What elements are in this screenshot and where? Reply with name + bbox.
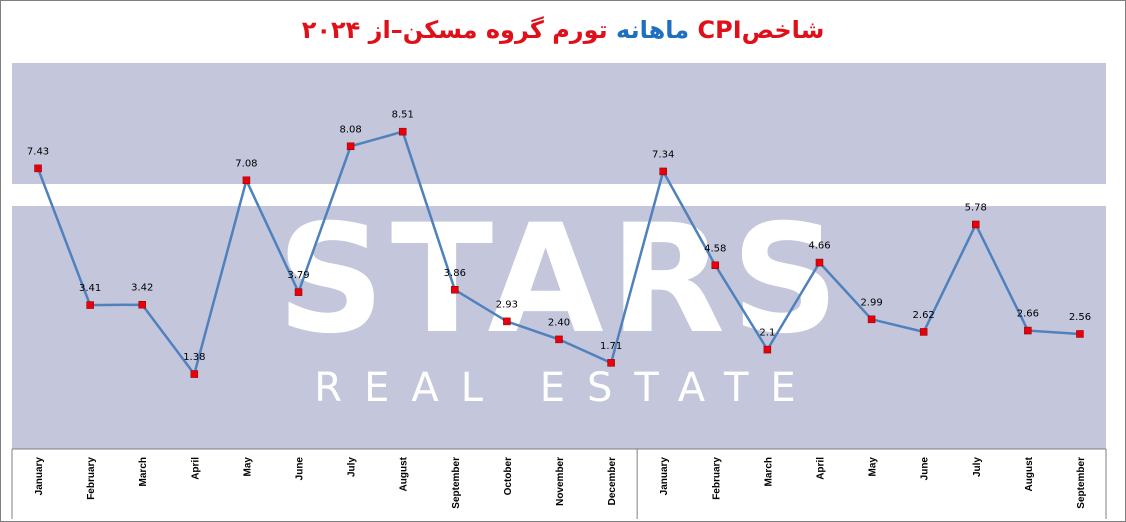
x-tick-label: April [190,457,201,480]
data-point-marker [138,300,146,309]
data-point-marker [242,176,251,185]
data-label: 2.66 [1017,309,1039,320]
data-label: 1.38 [183,352,205,363]
data-label: 2.99 [860,297,882,308]
x-tick-label: February [711,457,722,500]
x-tick-label: July [972,457,983,477]
data-point-marker [398,127,407,136]
x-tick-label: March [763,457,774,486]
data-label: 3.42 [131,283,153,294]
data-point-marker [34,164,42,173]
x-tick-label: September [1076,457,1087,509]
data-point-marker [190,370,199,378]
watermark-band [12,184,1106,206]
chart-title: شاخصCPI ماهانه تورم گروه مسکن–از ۲۰۲۴ [1,15,1125,45]
data-label: 1.71 [600,341,622,352]
x-tick-label: May [868,457,879,477]
data-point-marker [763,345,772,354]
data-point-marker [555,335,563,344]
x-tick-label: March [138,457,149,486]
data-label: 2.62 [913,310,935,321]
data-label: 4.66 [808,241,830,252]
data-point-marker [1024,326,1032,335]
x-tick-label: August [399,456,410,491]
title-part-monthly: ماهانه [616,16,690,44]
x-tick-label: January [659,457,670,496]
data-label: 8.51 [392,110,414,121]
x-tick-label: May [242,457,253,477]
x-tick-label: June [920,457,931,481]
data-label: 7.08 [235,158,257,169]
x-tick-label: November [555,457,566,506]
data-label: 7.43 [27,146,49,157]
data-point-marker [294,288,303,296]
data-label: 3.86 [444,268,466,279]
watermark-sub-text: REAL ESTATE [314,365,817,411]
title-part-index: شاخص [741,16,825,44]
title-part-cpi: CPI [697,16,742,44]
x-tick-label: January [34,457,45,496]
data-label: 7.34 [652,149,674,160]
data-point-marker [711,261,720,270]
data-point-marker [1076,330,1084,338]
data-point-marker [972,220,980,229]
x-tick-label: September [451,457,462,509]
plot-area [12,63,1106,449]
x-tick-label: June [295,457,306,481]
x-tick-label: April [815,457,826,480]
series-markers [34,127,1084,378]
x-tick-label: October [503,457,514,495]
data-point-marker [607,359,615,367]
data-point-marker [503,317,511,326]
x-axis: January February March April May June July Augu… [11,448,1107,519]
data-labels: 7.43 3.41 3.42 1.38 7.08 3.79 8.08 8.51 3.86 2.93… [27,110,1091,363]
data-point-marker [659,167,667,176]
data-label: 4.58 [704,243,726,254]
data-label: 2.40 [548,317,570,328]
x-tick-label: December [607,457,618,505]
watermark: STARS REAL ESTATE [277,193,839,411]
data-point-marker [919,328,928,336]
data-label: 8.08 [339,124,361,135]
x-tick-label: August [1024,456,1035,491]
data-label: 2.1 [759,328,775,339]
data-label: 5.78 [965,202,987,213]
x-tick-label: July [347,457,358,477]
x-tick-label: February [86,457,97,500]
data-point-marker [86,301,94,309]
data-label: 3.41 [79,283,101,294]
data-point-marker [346,142,355,151]
data-label: 3.79 [287,270,309,281]
data-label: 2.56 [1069,312,1091,323]
data-label: 2.93 [496,299,518,310]
data-point-marker [815,258,824,267]
data-point-marker [867,315,876,324]
data-point-marker [451,286,459,294]
title-part-subject: تورم گروه مسکن–از ۲۰۲۴ [301,16,608,44]
